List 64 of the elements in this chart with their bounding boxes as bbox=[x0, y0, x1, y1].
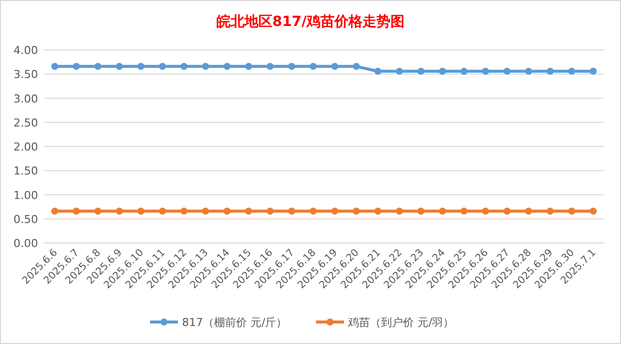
point bbox=[590, 68, 597, 75]
point bbox=[72, 208, 80, 215]
point bbox=[158, 208, 166, 215]
point bbox=[352, 62, 360, 70]
point bbox=[51, 62, 58, 70]
legend-label: 817（棚前价 元/斤） bbox=[182, 316, 288, 329]
point bbox=[137, 62, 144, 70]
point bbox=[590, 208, 597, 215]
point bbox=[116, 62, 123, 70]
legend-label: 鸡苗（到户价 元/羽） bbox=[347, 316, 454, 329]
point bbox=[482, 208, 490, 215]
point bbox=[504, 68, 511, 75]
point bbox=[396, 208, 403, 215]
y-tick-label: 4.00 bbox=[14, 44, 38, 57]
point bbox=[116, 208, 123, 215]
y-tick-label: 1.50 bbox=[14, 164, 38, 178]
point bbox=[396, 68, 403, 75]
point bbox=[137, 208, 144, 215]
point bbox=[94, 62, 102, 70]
point bbox=[202, 62, 210, 70]
point bbox=[310, 208, 317, 215]
point bbox=[224, 62, 231, 70]
y-tick-label: 2.50 bbox=[14, 116, 38, 130]
point bbox=[224, 208, 231, 215]
point bbox=[504, 208, 511, 215]
point bbox=[331, 208, 338, 215]
point bbox=[374, 208, 382, 215]
y-tick-label: 3.50 bbox=[14, 68, 38, 82]
point bbox=[438, 208, 446, 215]
point bbox=[525, 68, 532, 75]
point bbox=[417, 208, 424, 215]
point bbox=[374, 68, 382, 75]
point bbox=[266, 208, 274, 215]
point bbox=[288, 62, 296, 70]
y-tick-label: 0.00 bbox=[14, 237, 38, 250]
point bbox=[482, 68, 490, 75]
point bbox=[158, 62, 166, 70]
point bbox=[568, 208, 576, 215]
point bbox=[438, 68, 446, 75]
y-tick-label: 3.00 bbox=[14, 92, 38, 106]
point bbox=[180, 208, 188, 215]
point bbox=[568, 68, 576, 75]
y-tick-label: 2.00 bbox=[14, 140, 38, 154]
y-tick-label: 1.00 bbox=[14, 188, 38, 202]
point bbox=[460, 208, 468, 215]
point bbox=[245, 62, 252, 70]
point bbox=[202, 208, 210, 215]
point bbox=[546, 68, 554, 75]
point bbox=[525, 208, 532, 215]
y-tick-label: 0.50 bbox=[14, 212, 38, 226]
point bbox=[288, 208, 296, 215]
point bbox=[331, 62, 338, 70]
point bbox=[94, 208, 102, 215]
point bbox=[266, 62, 274, 70]
point bbox=[245, 208, 252, 215]
point bbox=[72, 62, 80, 70]
point bbox=[51, 208, 58, 215]
point bbox=[460, 68, 468, 75]
chart-title: 皖北地区817/鸡苗价格走势图 bbox=[216, 14, 405, 30]
point bbox=[310, 62, 317, 70]
point bbox=[180, 62, 188, 70]
point bbox=[546, 208, 554, 215]
point bbox=[352, 208, 360, 215]
point bbox=[417, 68, 424, 75]
